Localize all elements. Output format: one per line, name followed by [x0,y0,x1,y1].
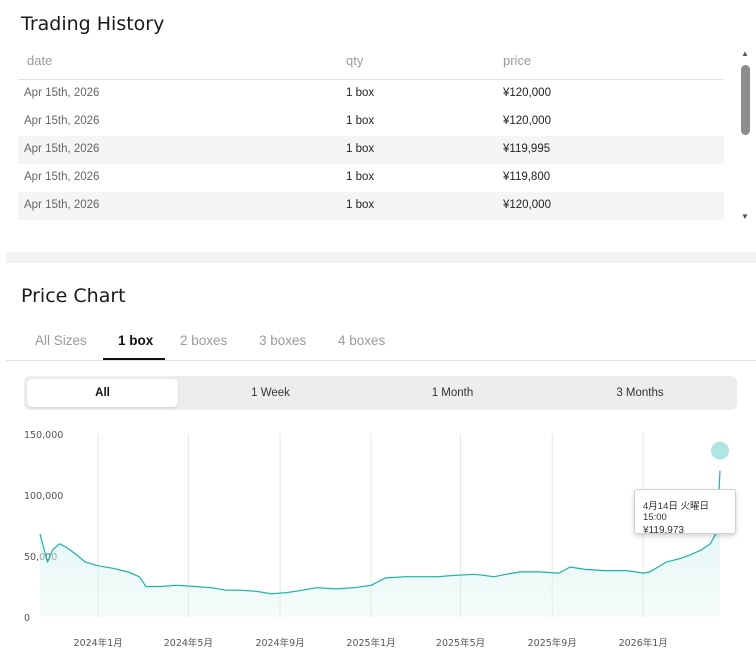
column-header-date[interactable]: date [27,53,53,68]
table-row: Apr 15th, 2026 1 box ¥120,000 [18,108,724,136]
row-price: ¥120,000 [503,199,551,211]
column-header-qty[interactable]: qty [346,53,364,68]
y-tick-label: 150,000 [24,430,63,441]
table-row: Apr 15th, 2026 1 box ¥120,000 [18,192,724,220]
table-header: date qty price [18,46,724,80]
column-header-price[interactable]: price [503,53,532,68]
row-qty: 1 box [346,143,375,155]
x-tick-label: 2024年1月 [74,637,123,649]
x-tick-label: 2026年1月 [619,637,668,649]
price-line [39,470,721,595]
scroll-up-arrow-icon[interactable]: ▲ [741,49,749,58]
period-3-months-button[interactable]: 3 Months [616,387,664,399]
active-tab-indicator [103,358,165,360]
period-1-week-button[interactable]: 1 Week [251,387,290,399]
x-tick-label: 2025年1月 [346,637,395,649]
price-area [40,470,720,617]
row-qty: 1 box [346,115,375,127]
row-qty: 1 box [346,171,375,183]
period-selector: All 1 Week 1 Month 3 Months [24,376,737,410]
row-price: ¥120,000 [503,115,551,127]
row-price: ¥120,000 [503,87,551,99]
trading-history-table: date qty price Apr 15th, 2026 1 box ¥120… [18,46,724,230]
scroll-thumb[interactable] [741,65,750,135]
table-row: Apr 15th, 2026 1 box ¥119,800 [18,164,724,192]
scroll-down-arrow-icon[interactable]: ▼ [741,212,749,221]
period-all-button[interactable]: All [27,379,178,407]
table-row: Apr 15th, 2026 1 box ¥120,000 [18,80,724,108]
y-tick-label: 100,000 [24,491,63,502]
tab-2-boxes[interactable]: 2 boxes [180,333,228,348]
row-price: ¥119,800 [503,171,551,183]
x-tick-label: 2025年9月 [528,637,577,649]
period-1-month-button[interactable]: 1 Month [431,387,474,399]
row-date: Apr 15th, 2026 [24,199,100,211]
row-qty: 1 box [346,87,375,99]
tab-3-boxes[interactable]: 3 boxes [259,333,307,348]
tooltip-value: ¥119,973 [643,525,684,536]
x-tick-label: 2024年5月 [164,637,213,649]
hover-marker [711,441,729,460]
table-row: Apr 15th, 2026 1 box ¥119,995 [18,136,724,164]
tab-1-box[interactable]: 1 box [118,333,154,348]
row-price: ¥119,995 [503,143,551,155]
tooltip-date: 4月14日 火曜日 15:00 [643,501,709,523]
price-chart-title: Price Chart [21,285,126,307]
row-qty: 1 box [346,199,375,211]
section-divider [6,252,756,263]
x-tick-label: 2024年9月 [255,637,304,649]
trading-history-title: Trading History [21,13,165,35]
row-date: Apr 15th, 2026 [24,87,100,99]
row-date: Apr 15th, 2026 [24,143,100,155]
row-date: Apr 15th, 2026 [24,115,100,127]
x-tick-label: 2025年5月 [436,637,485,649]
row-date: Apr 15th, 2026 [24,171,100,183]
tab-all-sizes[interactable]: All Sizes [35,333,87,348]
y-tick-label: 0 [24,613,30,624]
table-scrollbar[interactable]: ▲ ▼ [739,48,753,224]
size-tabs: All Sizes 1 box 2 boxes 3 boxes 4 boxes [6,322,756,361]
tab-4-boxes[interactable]: 4 boxes [338,333,386,348]
chart-tooltip: 4月14日 火曜日 15:00 ¥119,973 [634,489,736,536]
price-chart[interactable]: 2024年1月 2024年5月 2024年9月 2025年1月 2025年5月 2025年… [0,420,756,663]
